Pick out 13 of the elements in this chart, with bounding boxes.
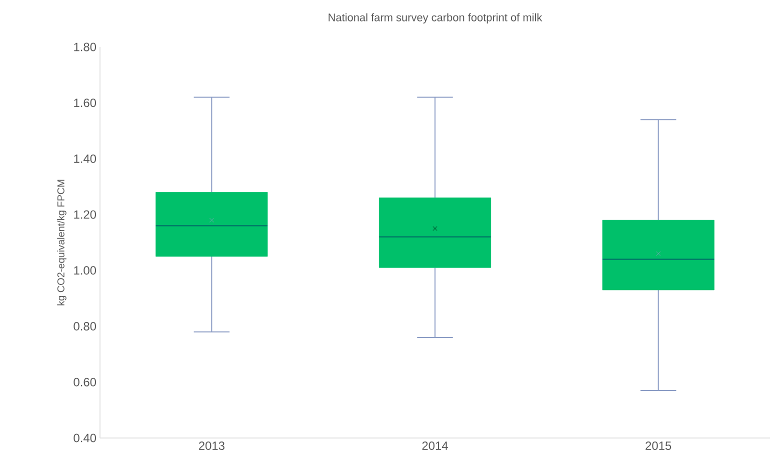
x-tick-label: 2013 [198, 442, 224, 450]
y-tick-label: 1.40 [74, 154, 96, 163]
x-tick-label: 2015 [646, 442, 672, 450]
y-tick-label: 1.00 [74, 266, 96, 275]
y-tick-label: 0.80 [74, 322, 96, 330]
y-tick-label: 1.20 [74, 210, 96, 219]
chart-title: National farm survey carbon footprint of milk [328, 13, 542, 24]
x-tick-label: 2014 [422, 442, 448, 450]
y-tick-label: 1.80 [74, 42, 96, 52]
y-tick-label: 1.60 [74, 98, 96, 108]
y-axis-title: kg CO2-equivalent/kg FPCM [57, 180, 66, 306]
y-tick-label: 0.60 [74, 378, 96, 386]
y-tick-label: 0.40 [74, 434, 96, 442]
